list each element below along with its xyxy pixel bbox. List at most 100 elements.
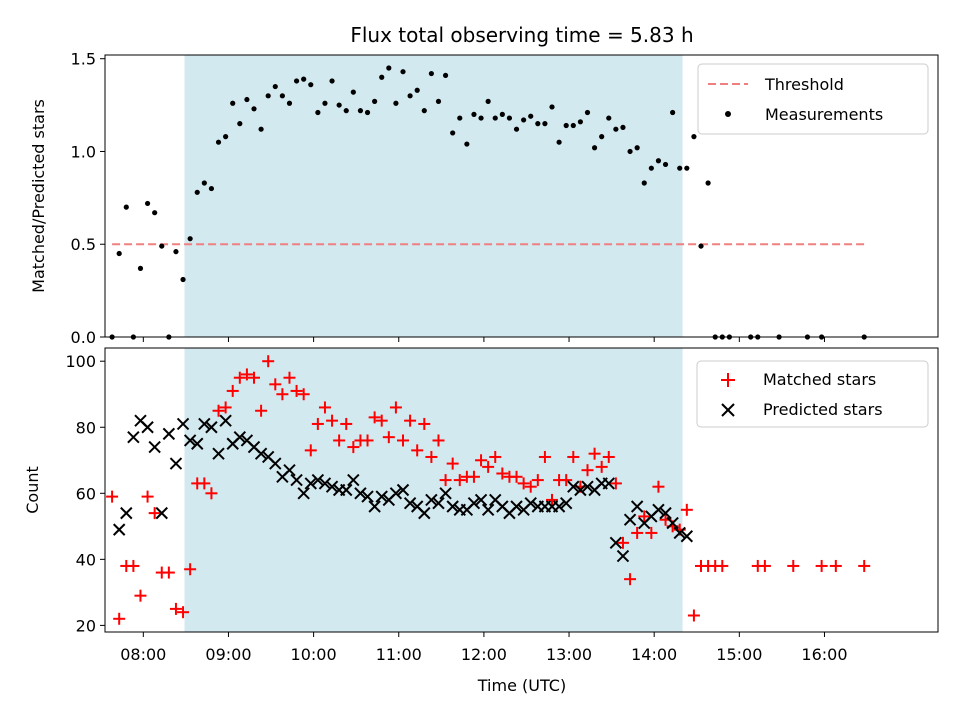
predicted-star-point — [219, 414, 232, 427]
x-axis-label: Time (UTC) — [477, 676, 566, 695]
predicted-star-point — [183, 434, 197, 447]
predicted-star-point — [659, 506, 672, 520]
matched-star-point — [829, 559, 842, 572]
legend-predicted-label: Predicted stars — [763, 400, 883, 419]
matched-star-point — [375, 414, 388, 427]
matched-star-point — [602, 450, 615, 463]
measurement-points — [109, 65, 867, 340]
measurement-point — [584, 109, 591, 116]
measurement-point — [528, 113, 534, 119]
matched-star-point — [616, 536, 629, 549]
matched-star-point — [595, 460, 608, 473]
ratio-x-ticks — [142, 337, 825, 342]
matched-stars-points — [106, 355, 871, 625]
predicted-star-point — [112, 523, 126, 536]
matched-star-point — [439, 474, 452, 487]
legend-measurements-swatch — [725, 111, 731, 117]
measurement-point — [521, 117, 527, 123]
matched-star-point — [758, 559, 771, 572]
predicted-star-point — [418, 506, 431, 520]
measurement-point — [230, 100, 236, 106]
measurement-point — [407, 93, 413, 99]
predicted-star-point — [652, 503, 665, 517]
measurement-point — [556, 139, 562, 145]
measurement-point — [670, 109, 676, 116]
count-y-ticks: 20 40 60 80 100 — [65, 352, 105, 635]
predicted-star-point — [354, 487, 367, 500]
matched-star-point — [432, 434, 445, 447]
matched-star-point — [283, 371, 296, 384]
count-legend: Matched stars Predicted stars — [696, 360, 929, 428]
predicted-star-point — [254, 447, 268, 460]
ratio-y-tick-label: 0.5 — [71, 235, 96, 254]
matched-star-point — [588, 447, 601, 460]
count-y-axis-label: Count — [23, 466, 42, 514]
ratio-panel: 0.0 0.5 1.0 1.5 Flux total observing time =… — [29, 23, 939, 347]
matched-star-point — [311, 417, 324, 430]
matched-star-point — [418, 417, 431, 430]
matched-star-point — [134, 589, 147, 602]
measurement-point — [237, 121, 243, 127]
predicted-star-point — [630, 500, 644, 513]
matched-star-point — [318, 401, 331, 414]
matched-star-point — [404, 414, 417, 427]
predicted-star-point — [162, 427, 176, 441]
count-y-tick-label: 80 — [76, 418, 96, 437]
predicted-star-point — [396, 483, 410, 497]
measurement-point — [691, 134, 697, 140]
matched-star-point — [290, 384, 303, 397]
predicted-star-point — [375, 490, 388, 503]
legend-matched-swatch — [721, 373, 735, 387]
ratio-y-tick-label: 1.5 — [71, 50, 96, 69]
matched-star-point — [382, 431, 395, 444]
chart-title: Flux total observing time = 5.83 h — [350, 23, 693, 47]
ratio-panel-frame — [104, 54, 939, 338]
predicted-star-point — [141, 421, 154, 434]
matched-star-point — [148, 507, 161, 520]
matched-star-point — [389, 401, 402, 414]
measurement-point — [613, 126, 619, 132]
matched-star-point — [531, 474, 544, 487]
predicted-star-point — [205, 421, 218, 434]
predicted-star-point — [304, 477, 317, 490]
x-tick-label: 15:00 — [716, 645, 762, 664]
measurement-point — [208, 185, 215, 192]
measurement-point — [293, 78, 300, 84]
measurement-point — [137, 265, 144, 271]
matched-star-point — [248, 371, 261, 384]
measurement-point — [577, 119, 583, 125]
count-panel: 20 40 60 80 100 08:00 09:00 10:00 11:00 12:00 13:… — [23, 347, 939, 695]
matched-star-point — [240, 368, 253, 381]
legend-threshold-label: Threshold — [764, 75, 844, 94]
matched-star-point — [453, 474, 466, 487]
measurement-point — [627, 148, 633, 155]
measurement-point — [364, 109, 371, 116]
measurement-point — [570, 122, 576, 129]
measurement-point — [251, 106, 257, 112]
measurement-point — [535, 121, 541, 127]
measurement-point — [322, 100, 328, 106]
measurement-point — [414, 87, 420, 93]
matched-star-point — [624, 573, 637, 586]
measurement-point — [265, 93, 271, 99]
measurement-point — [620, 124, 626, 130]
legend-predicted-swatch — [721, 403, 735, 417]
matched-star-point — [467, 470, 480, 483]
predicted-star-point — [120, 506, 133, 520]
matched-star-point — [340, 417, 353, 430]
measurement-point — [634, 145, 640, 151]
predicted-star-point — [567, 480, 580, 493]
matched-star-point — [567, 450, 580, 463]
measurement-point — [549, 104, 555, 110]
x-tick-label: 09:00 — [205, 645, 251, 664]
matched-star-point — [141, 490, 154, 503]
measurement-point — [655, 158, 662, 164]
measurement-point — [400, 69, 406, 75]
count-x-ticks: 08:00 09:00 10:00 11:00 12:00 13:00 14:00 15:00… — [120, 632, 848, 664]
measurement-point — [471, 111, 477, 117]
matched-star-point — [106, 490, 119, 503]
predicted-star-point — [623, 513, 637, 526]
measurement-point — [485, 98, 491, 104]
matched-star-point — [482, 460, 495, 473]
ratio-y-tick-label: 0.0 — [71, 328, 96, 347]
